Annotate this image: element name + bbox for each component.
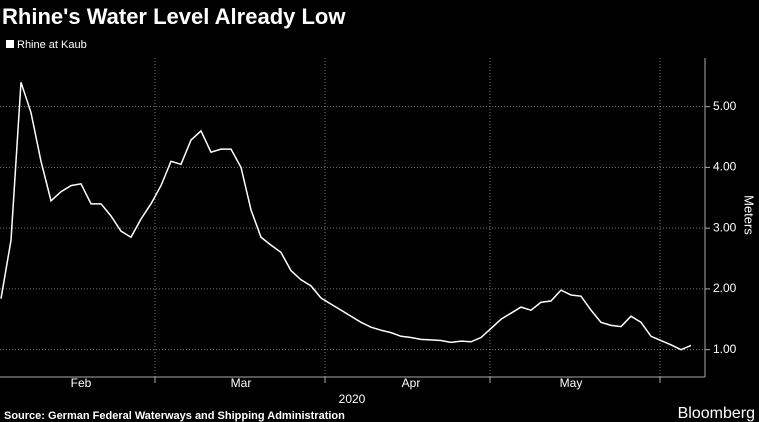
legend-swatch	[6, 40, 14, 48]
source: Source: German Federal Waterways and Shi…	[4, 410, 345, 422]
brand: Bloomberg	[678, 405, 755, 422]
chart-title: Rhine's Water Level Already Low	[2, 4, 346, 29]
x-tick-label: May	[560, 376, 583, 390]
x-sublabel: 2020	[339, 392, 366, 406]
x-tick-label: Mar	[231, 376, 252, 390]
y-tick-label: 1.00	[713, 342, 737, 356]
y-axis-label: Meters	[742, 195, 757, 235]
legend-label: Rhine at Kaub	[17, 39, 87, 51]
x-tick-label: Feb	[71, 376, 92, 390]
x-tick-label: Apr	[402, 376, 421, 390]
y-tick-label: 2.00	[713, 281, 737, 295]
y-tick-label: 4.00	[713, 160, 737, 174]
y-tick-label: 5.00	[713, 99, 737, 113]
data-line	[0, 82, 692, 351]
y-tick-label: 3.00	[713, 220, 737, 234]
